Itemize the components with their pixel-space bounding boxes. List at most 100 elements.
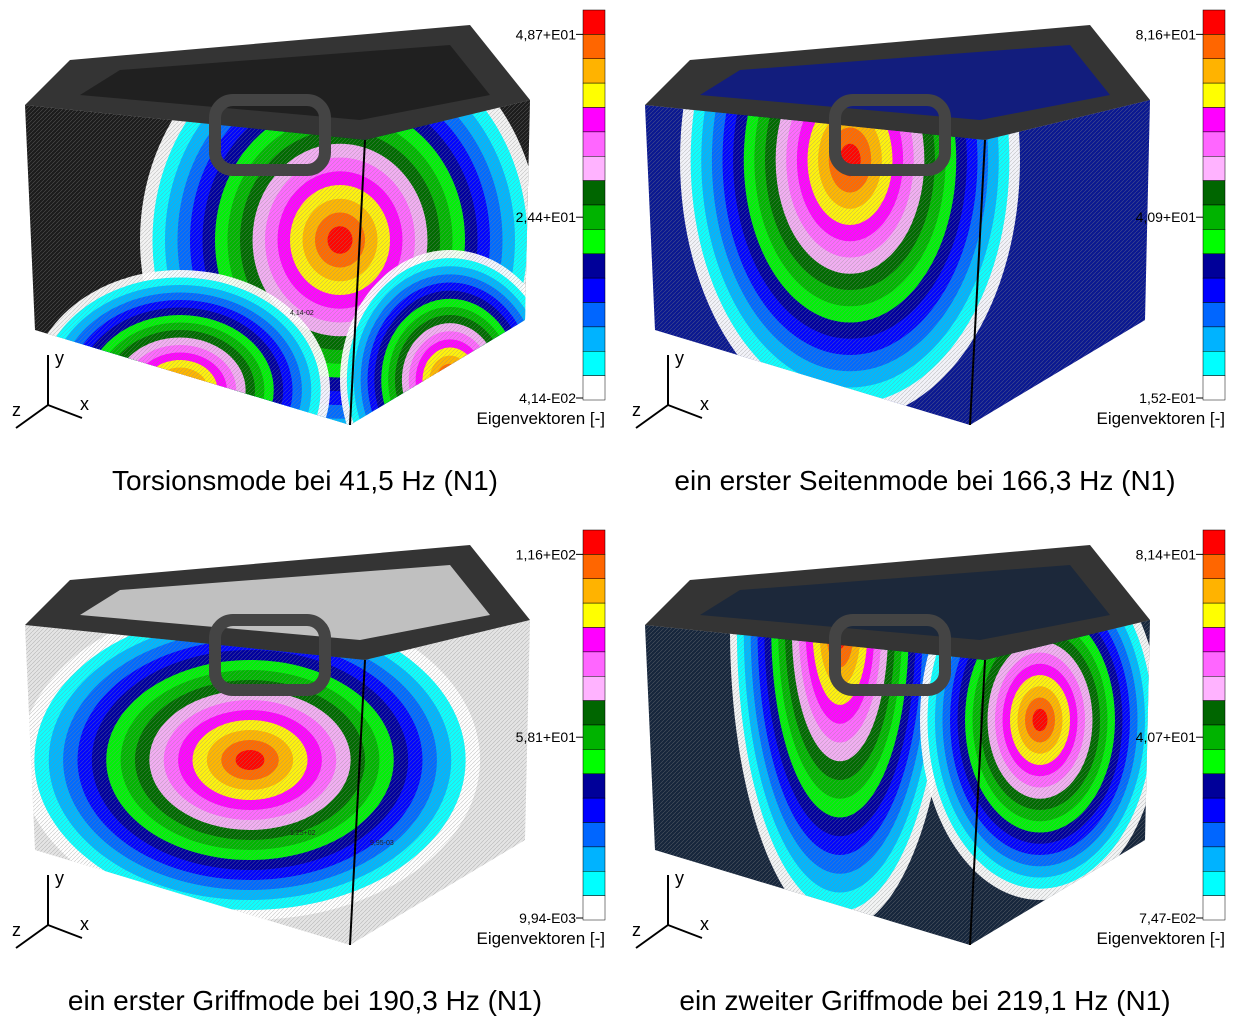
colorbar-band: [1203, 327, 1225, 351]
legend-label: 8,14+E01: [1136, 546, 1197, 562]
legend-title: Eigenvektoren [-]: [476, 929, 605, 948]
colorbar-band: [1203, 254, 1225, 278]
annotation: 9,95-03: [370, 840, 394, 847]
axis-label: y: [55, 868, 64, 888]
colorbar-band: [1203, 83, 1225, 107]
colorbar-band: [583, 327, 605, 351]
legend-label: 7,47-E02: [1139, 910, 1196, 926]
axis-triad: [636, 875, 702, 948]
axis-label: x: [700, 394, 709, 414]
colorbar-band: [583, 628, 605, 652]
colorbar-band: [1203, 351, 1225, 375]
colorbar-band: [583, 351, 605, 375]
panel: 1,25+029,95-03yxz1,16+E025,81+E019,94-E0…: [0, 520, 605, 1016]
colorbar-band: [1203, 303, 1225, 327]
colorbar-band: [1203, 181, 1225, 205]
colorbar-band: [1203, 628, 1225, 652]
legend-title: Eigenvektoren [-]: [1096, 409, 1225, 428]
colorbar-band: [583, 303, 605, 327]
colorbar-band: [583, 156, 605, 180]
axis-label: x: [700, 914, 709, 934]
axis-triad: [16, 875, 82, 948]
legend-label: 4,09+E01: [1136, 209, 1197, 225]
colorbar-band: [583, 34, 605, 58]
caption: ein zweiter Griffmode bei 219,1 Hz (N1): [679, 985, 1170, 1016]
axis-label: y: [675, 348, 684, 368]
colorbar-band: [583, 83, 605, 107]
colorbar-band: [583, 798, 605, 822]
colorbar-band: [583, 579, 605, 603]
colorbar-band: [583, 59, 605, 83]
colorbar-band: [583, 254, 605, 278]
colorbar-band: [583, 603, 605, 627]
legend-label: 2,44+E01: [516, 209, 577, 225]
colorbar-band: [583, 108, 605, 132]
colorbar-band: [1203, 701, 1225, 725]
colorbar-band: [583, 652, 605, 676]
axis-triad: [636, 355, 702, 428]
mode-band: [443, 372, 457, 388]
colorbar-band: [1203, 725, 1225, 749]
colorbar-band: [1203, 10, 1225, 34]
colorbar-band: [583, 205, 605, 229]
caption: Torsionsmode bei 41,5 Hz (N1): [112, 465, 498, 496]
colorbar-band: [583, 823, 605, 847]
legend-label: 1,16+E02: [516, 546, 577, 562]
legend-title: Eigenvektoren [-]: [476, 409, 605, 428]
colorbar-band: [1203, 603, 1225, 627]
colorbar-band: [583, 774, 605, 798]
colorbar-band: [583, 749, 605, 773]
colorbar-band: [1203, 376, 1225, 400]
legend-label: 4,07+E01: [1136, 729, 1197, 745]
colorbar-band: [1203, 530, 1225, 554]
axis-label: x: [80, 914, 89, 934]
legend-title: Eigenvektoren [-]: [1096, 929, 1225, 948]
colorbar-band: [1203, 652, 1225, 676]
mode-band: [161, 375, 199, 405]
colorbar-band: [583, 10, 605, 34]
legend-label: 8,16+E01: [1136, 26, 1197, 42]
annotation: 4,14-02: [290, 310, 314, 317]
colorbar-band: [583, 554, 605, 578]
colorbar-band: [1203, 205, 1225, 229]
colorbar-band: [1203, 823, 1225, 847]
colorbar-band: [583, 701, 605, 725]
panel: yxz8,16+E014,09+E011,52-E01Eigenvektoren…: [620, 0, 1225, 496]
axis-label: z: [12, 920, 21, 940]
panel: 4,14-02yxz4,87+E012,44+E014,14-E02Eigenv…: [0, 0, 605, 510]
axis-label: z: [632, 920, 641, 940]
legend-label: 4,14-E02: [519, 390, 576, 406]
colorbar-band: [583, 871, 605, 895]
colorbar-band: [1203, 108, 1225, 132]
colorbar-band: [1203, 34, 1225, 58]
colorbar-band: [1203, 132, 1225, 156]
colorbar-band: [1203, 676, 1225, 700]
colorbar-band: [583, 229, 605, 253]
colorbar-band: [1203, 798, 1225, 822]
colorbar-band: [583, 376, 605, 400]
axis-label: y: [55, 348, 64, 368]
colorbar-band: [1203, 579, 1225, 603]
colorbar-band: [583, 676, 605, 700]
legend-label: 4,87+E01: [516, 26, 577, 42]
colorbar-band: [583, 181, 605, 205]
colorbar-band: [1203, 59, 1225, 83]
axis-label: y: [675, 868, 684, 888]
colorbar-band: [1203, 896, 1225, 920]
panel: y x z 8,14+E01 4,07+E01 7,47-E02 Eigenvektoren…: [620, 330, 1225, 1016]
colorbar-band: [583, 896, 605, 920]
legend-label: 1,52-E01: [1139, 390, 1196, 406]
mode-band: [171, 383, 190, 398]
annotation: 1,25+02: [290, 830, 316, 837]
colorbar-band: [1203, 774, 1225, 798]
page: 4,14-02 y x z 4,87+E01 2,44+E01 4,14-E02 Eigenv…: [0, 0, 1240, 1016]
colorbar-band: [583, 530, 605, 554]
caption: ein erster Griffmode bei 190,3 Hz (N1): [68, 985, 542, 1016]
axis-label: z: [12, 400, 21, 420]
colorbar-band: [1203, 871, 1225, 895]
colorbar-band: [1203, 278, 1225, 302]
colorbar-band: [1203, 554, 1225, 578]
axis-triad: [16, 355, 82, 428]
colorbar-band: [1203, 156, 1225, 180]
legend-label: 9,94-E03: [519, 910, 576, 926]
